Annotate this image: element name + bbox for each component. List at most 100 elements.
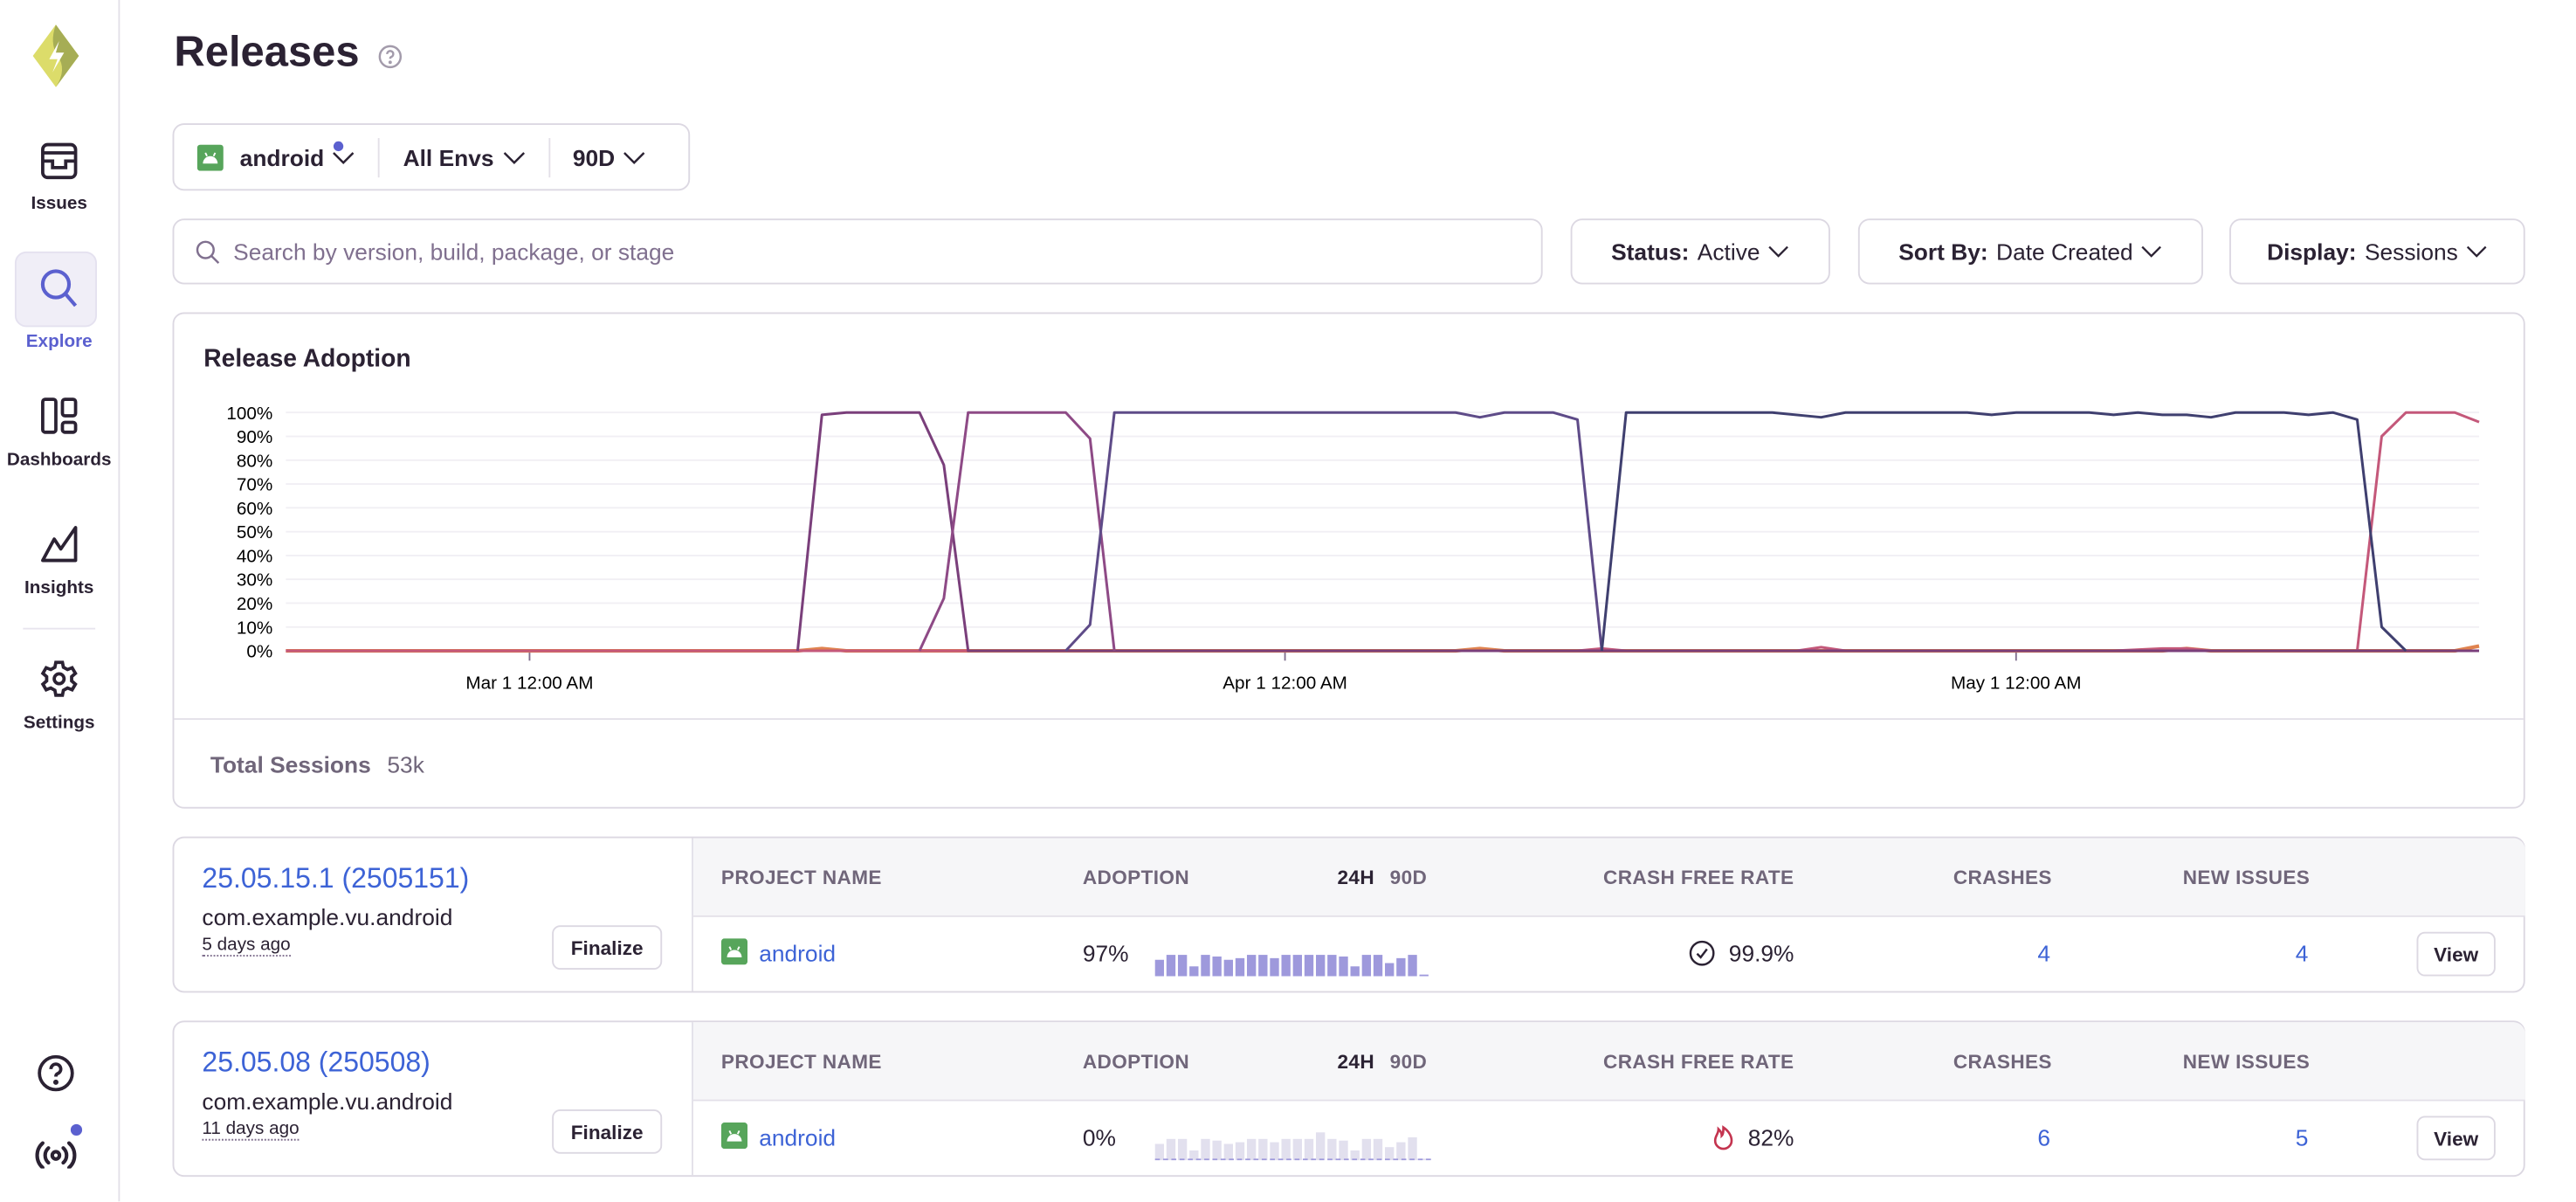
sidebar-active-highlight [14, 251, 98, 328]
display-value: Sessions [2364, 238, 2458, 265]
crashes-link[interactable]: 6 [2037, 1123, 2050, 1150]
total-sessions-label: Total Sessions [210, 750, 371, 777]
sparkline-bar [1396, 957, 1406, 977]
period-selector[interactable]: 90D [550, 125, 670, 189]
adoption-24h-toggle[interactable]: 24H [1337, 866, 1375, 889]
sidebar-item-settings[interactable]: Settings [0, 659, 118, 733]
release-info: 25.05.15.1 (2505151) com.example.vu.andr… [174, 838, 693, 991]
environment-selector[interactable]: All Envs [380, 125, 548, 189]
total-sessions: Total Sessions 53k [210, 751, 424, 777]
series-line-5 [1600, 411, 2407, 653]
y-tick-label: 70% [237, 475, 272, 495]
series-line-2 [796, 411, 2480, 653]
search-input[interactable]: Search by version, build, package, or st… [172, 218, 1543, 285]
issues-inbox-icon [41, 142, 78, 180]
view-button[interactable]: View [2416, 1116, 2496, 1161]
y-tick-label: 30% [237, 570, 272, 591]
sparkline-bar [1201, 955, 1210, 977]
release-card: 25.05.15.1 (2505151) com.example.vu.andr… [172, 836, 2525, 993]
check-circle-icon [1690, 940, 1716, 966]
y-tick-label: 80% [237, 451, 272, 471]
sort-label: Sort By: [1898, 238, 1988, 265]
project-selector-value: android [239, 143, 325, 170]
sparkline-bar [1350, 966, 1360, 977]
sparkline-bar [1327, 1138, 1337, 1161]
column-adoption: Adoption [1082, 866, 1190, 889]
sidebar-item-label: Settings [23, 713, 95, 734]
sparkline-bar [1292, 1138, 1303, 1161]
status-label: Status: [1611, 238, 1690, 265]
sparkline-bar [1212, 1140, 1222, 1161]
sparkline-bar [1373, 1138, 1383, 1161]
release-package: com.example.vu.android [202, 1088, 453, 1115]
adoption-90d-toggle[interactable]: 90D [1389, 1050, 1428, 1074]
help-icon[interactable] [36, 1053, 75, 1102]
search-placeholder: Search by version, build, package, or st… [233, 238, 675, 265]
sparkline-bar [1385, 1147, 1395, 1161]
column-new-issues: New Issues [2182, 866, 2311, 889]
release-adoption-panel: Release Adoption 0% 10% 20% 30% 40% 50% 60% 70%… [172, 312, 2525, 809]
sparkline-bar [1396, 1142, 1406, 1161]
adoption-24h-toggle[interactable]: 24H [1337, 1050, 1375, 1074]
sidebar-item-label: Insights [24, 578, 94, 598]
y-tick-label: 90% [237, 427, 272, 447]
total-sessions-value: 53k [387, 750, 424, 777]
environment-selector-value: All Envs [403, 143, 494, 170]
adoption-90d-toggle[interactable]: 90D [1389, 866, 1428, 889]
status-value: Active [1697, 238, 1760, 265]
view-button[interactable]: View [2416, 931, 2496, 977]
release-package: com.example.vu.android [202, 903, 453, 930]
adoption-value: 97% [1082, 940, 1129, 967]
broadcast-icon[interactable] [35, 1123, 83, 1177]
finalize-button[interactable]: Finalize [552, 925, 663, 971]
display-dropdown[interactable]: Display: Sessions [2229, 218, 2525, 285]
sparkline-bar [1246, 1138, 1257, 1161]
status-dropdown[interactable]: Status: Active [1570, 218, 1830, 285]
series-line-4 [1064, 411, 1603, 653]
column-crash-free-rate: Crash Free Rate [1603, 1050, 1794, 1074]
sidebar-item-dashboards[interactable]: Dashboards [0, 396, 118, 470]
project-selector[interactable]: android [174, 125, 378, 189]
adoption-sparkline [1154, 1132, 1431, 1161]
y-tick-label: 50% [237, 522, 272, 542]
dashboards-icon [41, 397, 78, 434]
chevron-down-icon [2142, 245, 2162, 258]
release-version-link[interactable]: 25.05.08 (250508) [202, 1047, 430, 1079]
y-tick-label: 20% [237, 594, 272, 614]
sparkline-bar [1246, 955, 1257, 977]
crash-free-rate-value: 82% [1747, 1123, 1794, 1150]
page-title: Releases [174, 26, 360, 76]
finalize-button[interactable]: Finalize [552, 1109, 663, 1154]
logo-icon[interactable] [28, 23, 84, 97]
project-link[interactable]: android [759, 940, 837, 967]
sparkline-bar [1258, 955, 1268, 977]
column-crashes: Crashes [1953, 1050, 2052, 1074]
y-tick-label: 0% [246, 642, 272, 662]
new-issues-link[interactable]: 5 [2295, 1123, 2309, 1150]
release-adoption-chart[interactable]: 0% 10% 20% 30% 40% 50% 60% 70% 80% 90% 100% Mar 1 1… [174, 314, 2523, 718]
sidebar-item-issues[interactable]: Issues [0, 142, 118, 214]
release-card: 25.05.08 (250508) com.example.vu.android… [172, 1020, 2525, 1178]
sidebar-item-explore[interactable]: Explore [0, 268, 118, 352]
sparkline-bar [1235, 957, 1245, 977]
sparkline-bar [1235, 1142, 1245, 1161]
sparkline-bar [1189, 966, 1199, 977]
sidebar-item-insights[interactable]: Insights [0, 524, 118, 598]
insights-chart-icon [41, 526, 78, 563]
sort-dropdown[interactable]: Sort By: Date Created [1857, 218, 2203, 285]
sparkline-bar [1292, 955, 1303, 977]
sidebar-item-label: Dashboards [6, 450, 112, 471]
x-tick-label: May 1 12:00 AM [1951, 673, 2081, 693]
crashes-link[interactable]: 4 [2037, 940, 2050, 967]
project-link[interactable]: android [759, 1123, 837, 1150]
sparkline-bar [1350, 1150, 1360, 1161]
help-icon[interactable] [378, 45, 403, 78]
sparkline-bar [1281, 955, 1291, 977]
sparkline-bar [1201, 1138, 1210, 1161]
x-tick-label: Apr 1 12:00 AM [1223, 673, 1347, 693]
sparkline-bar [1327, 955, 1337, 977]
release-version-link[interactable]: 25.05.15.1 (2505151) [202, 862, 470, 895]
sparkline-bar [1212, 956, 1222, 977]
new-issues-link[interactable]: 4 [2295, 940, 2309, 967]
sparkline-bar [1361, 1138, 1372, 1161]
